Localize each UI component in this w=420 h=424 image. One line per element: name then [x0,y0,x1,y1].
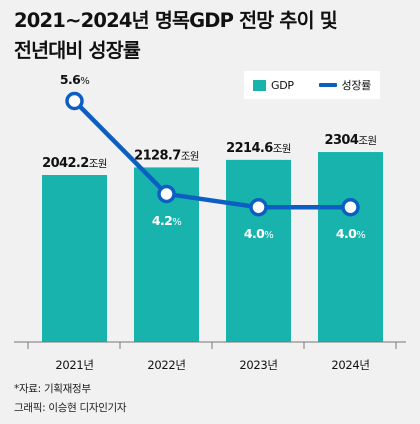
growth-value-label-0: 5.6% [60,72,89,87]
legend-item-growth: 성장률 [318,77,372,93]
title-line-2: 전년대비 성장률 [14,39,141,62]
bar-3 [318,152,383,342]
source-note: *자료: 기획재정부 [14,383,91,395]
x-tick-label-3: 2024년 [331,358,369,372]
legend-item-gdp: GDP [253,79,294,92]
growth-value-label-2: 4.0% [244,226,273,241]
growth-value-label-1: 4.2% [152,213,181,228]
x-tick-label-0: 2021년 [55,358,93,372]
growth-value-label-3: 4.0% [336,226,365,241]
legend-swatch-gdp [253,79,266,91]
footer: *자료: 기획재정부 그래픽: 이승현 디자인기자 [14,380,127,418]
x-tick-label-2: 2023년 [239,358,277,372]
bar-value-label-1: 2128.7조원 [134,148,199,163]
bar-value-label-2: 2214.6조원 [226,141,291,156]
bar-0 [42,174,107,342]
bar-value-label-0: 2042.2조원 [42,156,107,171]
growth-point-1 [157,184,176,204]
growth-point-3 [341,197,360,217]
legend-label-growth: 성장률 [341,79,372,92]
legend: GDP 성장률 [244,71,380,99]
legend-swatch-growth [318,83,337,87]
x-tick-label-1: 2022년 [147,358,185,372]
growth-point-0 [65,91,84,111]
growth-line [72,98,353,210]
bar-2 [226,159,291,342]
bar-value-label-3: 2304조원 [325,133,377,148]
legend-label-gdp: GDP [271,78,294,92]
credit-note: 그래픽: 이승현 디자인기자 [14,402,127,414]
growth-point-2 [249,197,268,217]
chart-title: 2021~2024년 명목GDP 전망 추이 및 전년대비 성장률 [14,6,414,66]
title-line-1: 2021~2024년 명목GDP 전망 추이 및 [14,9,338,32]
